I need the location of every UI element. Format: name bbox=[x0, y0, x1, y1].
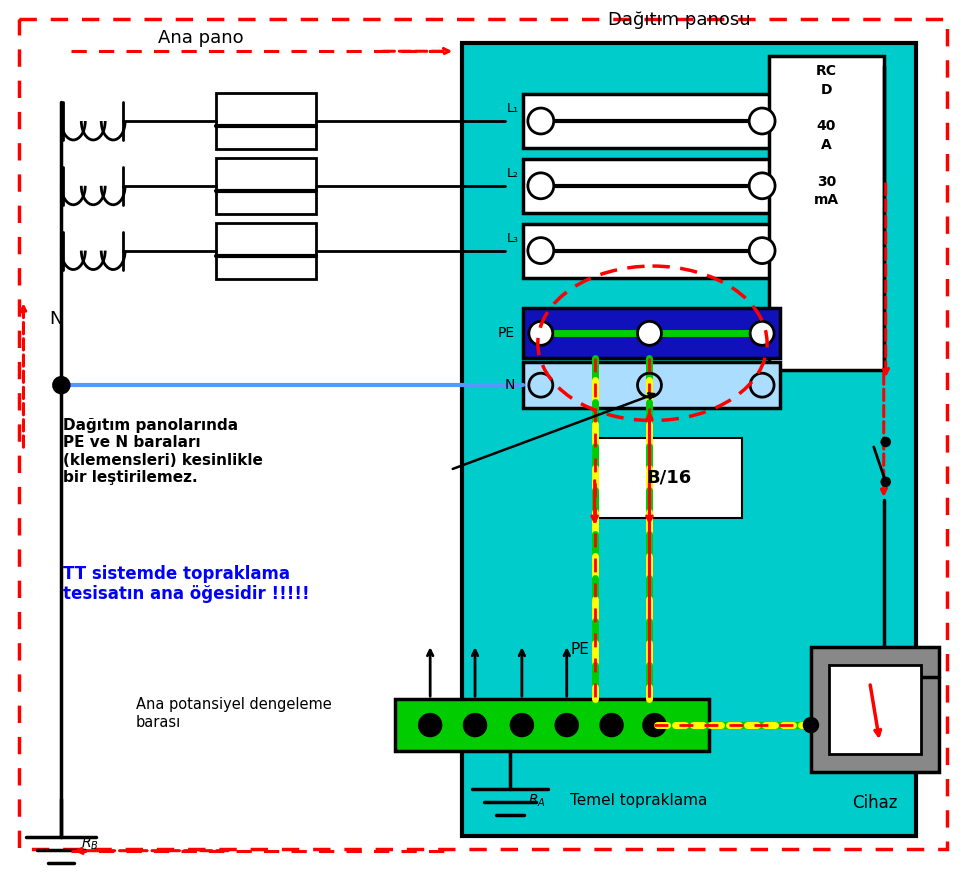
Bar bbox=[523, 362, 780, 408]
Bar bbox=[829, 665, 921, 754]
Text: RC
D

40
A

30
mA: RC D 40 A 30 mA bbox=[814, 65, 839, 207]
Circle shape bbox=[882, 438, 890, 446]
Text: Temel topraklama: Temel topraklama bbox=[570, 794, 707, 808]
Circle shape bbox=[749, 173, 776, 199]
Bar bbox=[216, 223, 315, 278]
Text: $R_A$: $R_A$ bbox=[528, 793, 545, 809]
Circle shape bbox=[528, 108, 554, 134]
Bar bbox=[396, 699, 709, 751]
Text: TT sistemde topraklama
tesisatın ana öğesidir !!!!!: TT sistemde topraklama tesisatın ana öğe… bbox=[64, 565, 310, 603]
Bar bbox=[523, 159, 780, 213]
Circle shape bbox=[420, 714, 441, 736]
Circle shape bbox=[749, 108, 776, 134]
Bar bbox=[216, 93, 315, 149]
Bar bbox=[216, 158, 315, 214]
Bar bbox=[598, 438, 743, 518]
Text: Ana potansiyel dengeleme
barası: Ana potansiyel dengeleme barası bbox=[136, 698, 332, 730]
Circle shape bbox=[882, 478, 890, 486]
Bar bbox=[769, 56, 884, 370]
Text: PE: PE bbox=[571, 642, 589, 656]
Text: N: N bbox=[505, 378, 514, 392]
Circle shape bbox=[601, 714, 623, 736]
Circle shape bbox=[511, 714, 533, 736]
Text: N: N bbox=[49, 311, 63, 328]
Text: Ana pano: Ana pano bbox=[158, 30, 244, 47]
Text: L₃: L₃ bbox=[507, 231, 519, 244]
Bar bbox=[523, 94, 780, 148]
Circle shape bbox=[637, 321, 661, 346]
Text: Dağıtım panolarında
PE ve N baraları
(klemensleri) kesinlikle
bir leştirilemez.: Dağıtım panolarında PE ve N baraları (kl… bbox=[64, 418, 263, 485]
Text: Cihaz: Cihaz bbox=[852, 794, 897, 812]
Circle shape bbox=[804, 718, 818, 732]
Text: L₂: L₂ bbox=[507, 167, 519, 180]
Circle shape bbox=[750, 321, 774, 346]
Text: PE: PE bbox=[498, 327, 514, 340]
Text: Dağıtım panosu: Dağıtım panosu bbox=[608, 11, 750, 30]
Circle shape bbox=[528, 237, 554, 264]
Bar bbox=[811, 647, 939, 772]
Circle shape bbox=[749, 237, 776, 264]
Circle shape bbox=[53, 377, 70, 393]
Circle shape bbox=[643, 714, 665, 736]
Text: L₁: L₁ bbox=[507, 102, 519, 115]
Circle shape bbox=[556, 714, 577, 736]
Bar bbox=[523, 223, 780, 278]
Bar bbox=[462, 44, 916, 835]
Text: $R_B$: $R_B$ bbox=[81, 835, 99, 852]
Circle shape bbox=[528, 173, 554, 199]
Circle shape bbox=[529, 321, 553, 346]
Text: B/16: B/16 bbox=[647, 469, 692, 487]
Bar bbox=[523, 308, 780, 358]
Circle shape bbox=[464, 714, 486, 736]
